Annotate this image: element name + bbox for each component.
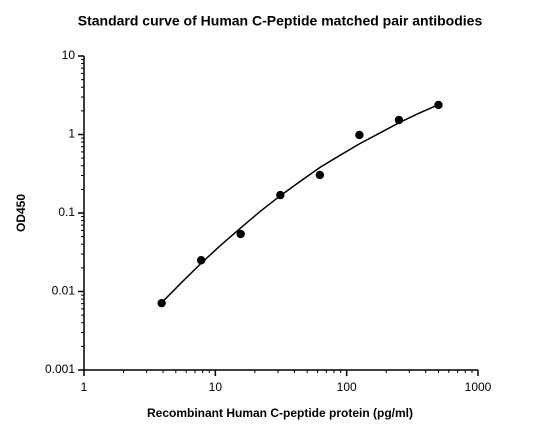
data-point — [196, 256, 206, 265]
x-tick-label: 1 — [81, 380, 88, 394]
x-axis-label: Recombinant Human C-peptide protein (pg/… — [147, 406, 413, 420]
x-tick-label: 10 — [209, 380, 223, 394]
y-axis-label: OD450 — [14, 194, 28, 232]
y-tick-label: 10 — [62, 48, 76, 62]
x-tick-label: 1000 — [465, 380, 492, 394]
y-tick-label: 1 — [68, 127, 75, 141]
x-tick-label: 100 — [337, 380, 357, 394]
data-point — [236, 229, 245, 239]
fit-curve — [161, 103, 439, 304]
data-point — [355, 130, 364, 140]
y-tick-label: 0.1 — [58, 205, 75, 219]
y-tick-label: 0.001 — [45, 362, 75, 376]
y-tick-label: 0.01 — [52, 284, 76, 298]
chart-title: Standard curve of Human C-Peptide matche… — [78, 13, 483, 29]
data-point — [315, 170, 325, 180]
